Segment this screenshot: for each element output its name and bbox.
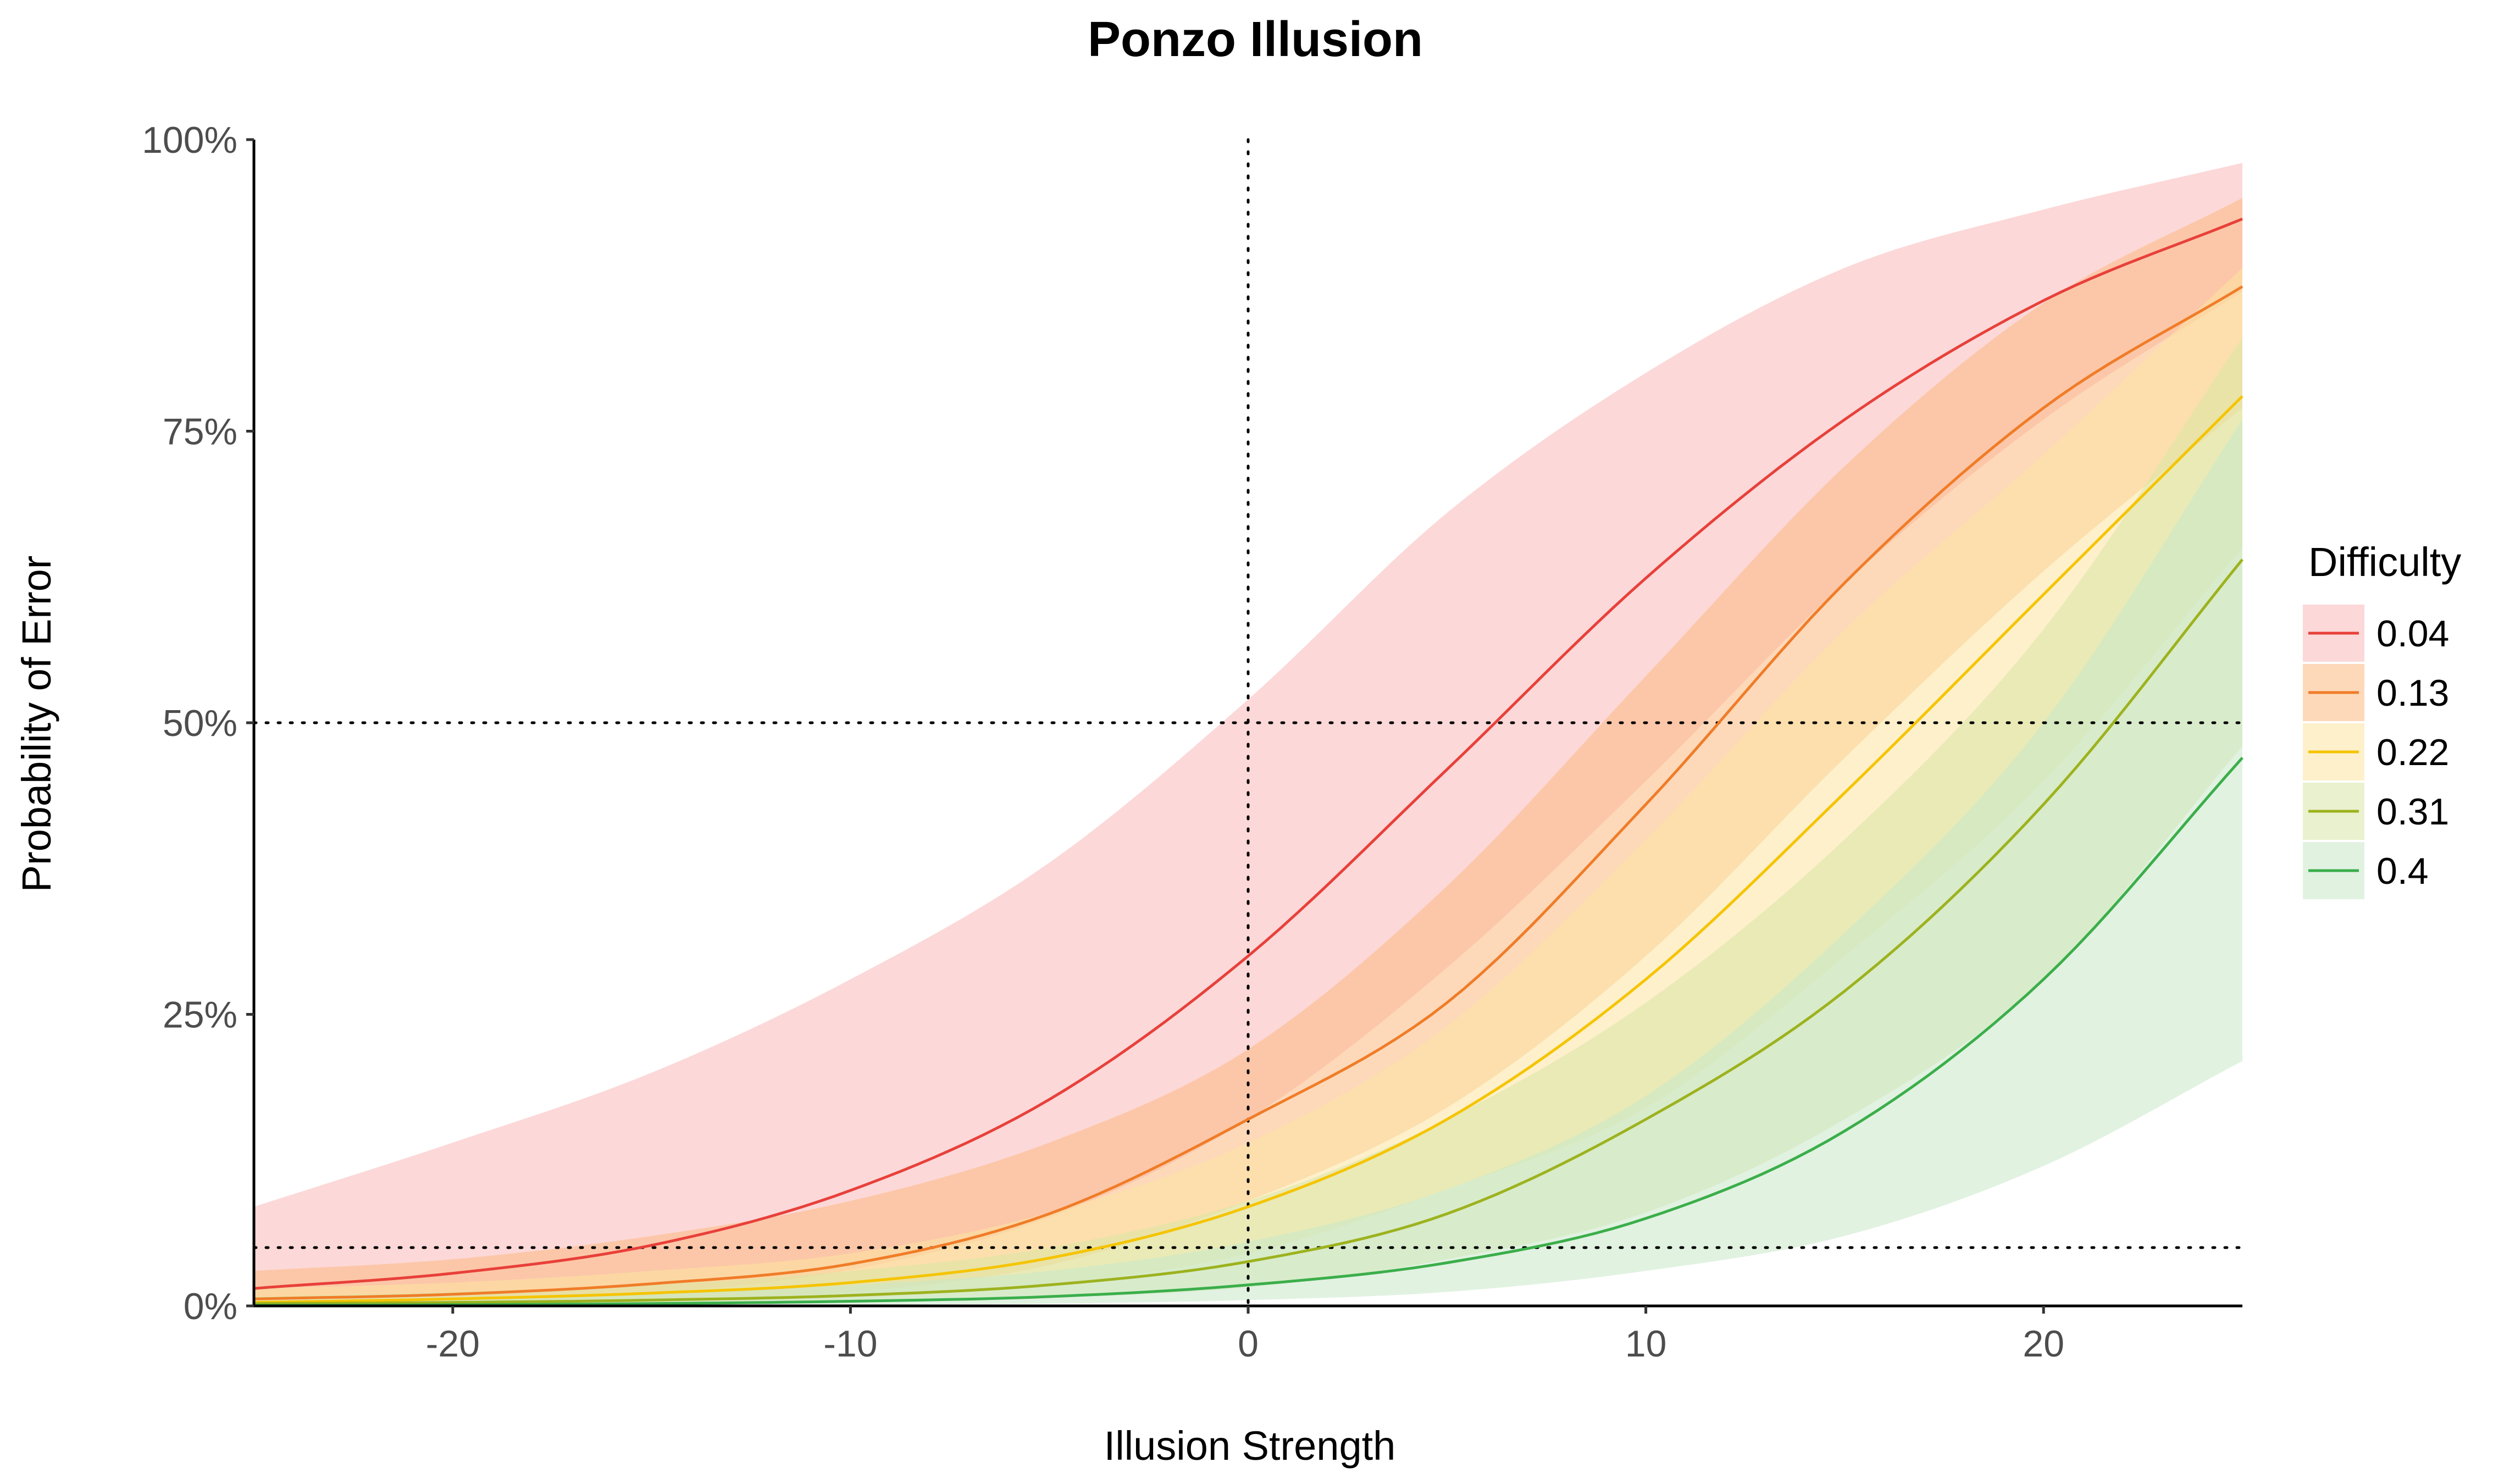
y-tick-label: 25% xyxy=(163,994,237,1036)
x-ticks: -20 -10 0 10 20 xyxy=(426,1306,2064,1365)
legend-item: 0.4 xyxy=(2303,842,2429,899)
y-axis-title: Probability of Error xyxy=(14,556,59,893)
legend-item: 0.22 xyxy=(2303,723,2449,780)
y-tick-label: 100% xyxy=(142,119,237,161)
legend-items: 0.04 0.13 0.22 0.31 0.4 xyxy=(2303,605,2449,899)
series-line-2 xyxy=(253,395,2243,1304)
legend-item: 0.13 xyxy=(2303,664,2449,721)
y-tick-label: 0% xyxy=(184,1286,237,1327)
plot-area: -20 -10 0 10 20 0% 25% 50% 75% 100% xyxy=(142,119,2244,1365)
x-tick-label: 10 xyxy=(1625,1323,1667,1365)
series-line-1 xyxy=(253,285,2243,1300)
legend-label: 0.22 xyxy=(2376,732,2449,773)
chart-title: Ponzo Illusion xyxy=(1088,12,1423,67)
ci-band-2 xyxy=(254,268,2242,1305)
y-ticks: 0% 25% 50% 75% 100% xyxy=(142,119,254,1327)
y-tick-label: 50% xyxy=(163,702,237,744)
x-tick-label: -20 xyxy=(426,1323,480,1365)
series-lines xyxy=(253,217,2243,1307)
legend-item: 0.04 xyxy=(2303,605,2449,662)
legend: Difficulty 0.04 0.13 0.22 0.31 0.4 xyxy=(2303,539,2461,899)
series-line-3 xyxy=(253,558,2243,1305)
legend-item: 0.31 xyxy=(2303,783,2449,840)
legend-label: 0.31 xyxy=(2376,791,2449,833)
x-axis-title: Illusion Strength xyxy=(1104,1423,1396,1469)
series-line-4 xyxy=(254,757,2243,1307)
ci-band-4 xyxy=(254,419,2242,1306)
series-line-0 xyxy=(253,217,2243,1290)
reference-lines xyxy=(252,138,2244,1308)
y-tick-label: 75% xyxy=(163,411,237,453)
x-tick-label: -10 xyxy=(823,1323,877,1365)
legend-title: Difficulty xyxy=(2308,539,2461,585)
x-tick-label: 20 xyxy=(2023,1323,2064,1365)
legend-label: 0.4 xyxy=(2376,850,2429,892)
legend-label: 0.13 xyxy=(2376,672,2449,714)
legend-label: 0.04 xyxy=(2376,613,2449,655)
x-tick-label: 0 xyxy=(1238,1323,1259,1365)
